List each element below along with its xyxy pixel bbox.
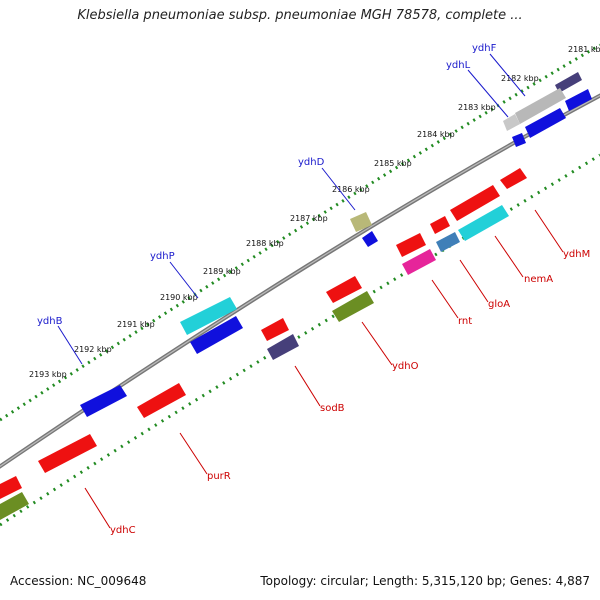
accession-text: Accession: NC_009648 bbox=[10, 574, 147, 588]
gene-blue-inner-1[interactable] bbox=[512, 89, 592, 147]
genome-backbone bbox=[0, 93, 600, 469]
tick-label: 2191 kbp bbox=[117, 320, 155, 329]
tick-label: 2182 kbp bbox=[501, 74, 539, 83]
leader-line-gloA bbox=[459, 259, 489, 303]
gene-purR[interactable] bbox=[137, 383, 186, 418]
map-title: Klebsiella pneumoniae subsp. pneumoniae … bbox=[77, 8, 523, 23]
outer-tick-track bbox=[0, 43, 600, 422]
tick-label: 2190 kbp bbox=[160, 293, 198, 302]
tick-label: 2189 kbp bbox=[203, 267, 241, 276]
tick-label: 2183 kbp bbox=[458, 103, 496, 112]
leader-line-sodB bbox=[294, 365, 321, 407]
gene-label-ydhL: ydhL bbox=[446, 60, 471, 71]
tick-label: 2186 kbp bbox=[332, 185, 370, 194]
gene-label-ydhM: ydhM bbox=[563, 249, 590, 260]
gene-rnt[interactable] bbox=[396, 233, 436, 275]
tick-label: 2181 kbp bbox=[568, 45, 600, 54]
gene-label-purR: purR bbox=[207, 471, 231, 482]
tick-label: 2192 kbp bbox=[74, 345, 112, 354]
leader-line-ydhB bbox=[57, 325, 83, 365]
gene-sodB[interactable] bbox=[261, 318, 299, 360]
leader-line-ydhP bbox=[169, 261, 199, 299]
gene-label-nemA: nemA bbox=[524, 274, 553, 285]
tick-label: 2185 kbp bbox=[374, 159, 412, 168]
gene-gloA[interactable] bbox=[430, 216, 460, 252]
gene-ydhC[interactable] bbox=[0, 434, 97, 520]
leader-line-ydhM bbox=[534, 209, 564, 253]
gene-ydhF[interactable] bbox=[555, 72, 582, 93]
tick-label: 2188 kbp bbox=[246, 239, 284, 248]
leader-line-purR bbox=[179, 432, 208, 475]
tick-label: 2193 kbp bbox=[29, 370, 67, 379]
tick-label: 2187 kbp bbox=[290, 214, 328, 223]
leader-line-ydhL bbox=[467, 69, 509, 118]
gene-ydhM[interactable] bbox=[500, 168, 527, 189]
leader-line-nemA bbox=[494, 235, 524, 278]
gene-ydhL-grey[interactable] bbox=[503, 88, 566, 131]
gene-ydhP[interactable] bbox=[180, 297, 243, 354]
gene-label-ydhO: ydhO bbox=[392, 361, 419, 372]
gene-label-sodB: sodB bbox=[320, 403, 345, 414]
gene-nemA[interactable] bbox=[450, 185, 509, 241]
leader-line-ydhD bbox=[321, 167, 356, 211]
tick-label: 2184 kbp bbox=[417, 130, 455, 139]
gene-label-ydhD: ydhD bbox=[298, 157, 325, 168]
gene-label-ydhB: ydhB bbox=[37, 316, 63, 327]
leader-line-ydhC bbox=[84, 487, 111, 529]
leader-line-ydhF bbox=[489, 53, 526, 97]
gene-ydhO[interactable] bbox=[326, 276, 374, 322]
leader-line-rnt bbox=[431, 279, 459, 319]
gene-label-rnt: rnt bbox=[458, 316, 472, 327]
leader-line-ydhO bbox=[361, 321, 393, 366]
topology-summary: Topology: circular; Length: 5,315,120 bp… bbox=[260, 574, 590, 588]
gene-label-ydhP: ydhP bbox=[150, 251, 175, 262]
inner-tick-track bbox=[0, 153, 600, 527]
gene-ydhD[interactable] bbox=[350, 212, 378, 247]
gene-label-gloA: gloA bbox=[488, 299, 510, 310]
gene-ydhB[interactable] bbox=[80, 385, 127, 417]
gene-label-ydhC: ydhC bbox=[110, 525, 136, 536]
gene-label-ydhF: ydhF bbox=[472, 43, 497, 54]
